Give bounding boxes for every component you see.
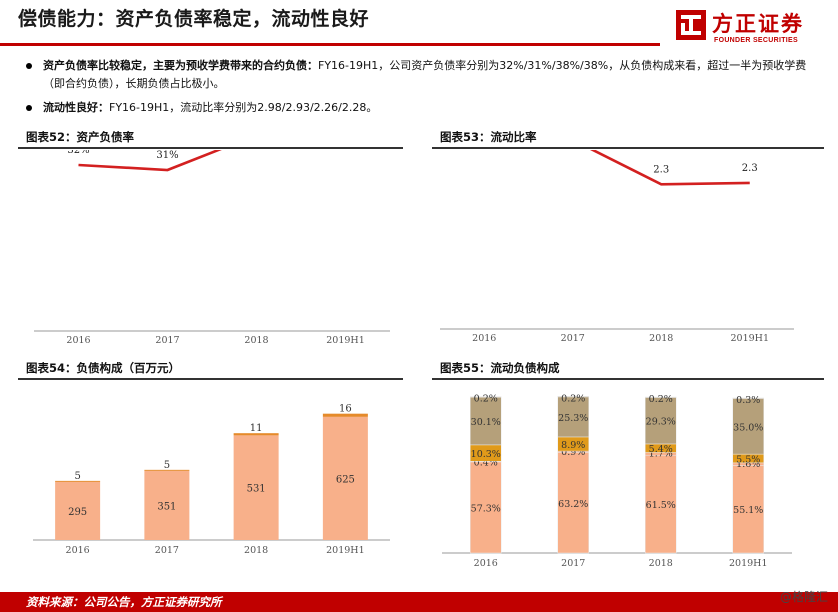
bar-segment xyxy=(645,396,677,398)
data-label: 29.3% xyxy=(646,417,676,428)
bar-segment xyxy=(470,396,502,398)
data-label: 0.3% xyxy=(736,395,760,406)
data-label: 31% xyxy=(156,150,178,161)
bar-segment xyxy=(732,398,764,455)
data-label: 1.6% xyxy=(736,459,760,470)
bar-segment xyxy=(645,397,677,445)
chart-52-title: 图表52：资产负债率 xyxy=(26,130,135,144)
x-tick-label: 2018 xyxy=(649,333,673,344)
data-label: 0.2% xyxy=(474,394,498,405)
data-label: 5.4% xyxy=(649,444,673,455)
bullet-bold-text: 流动性良好： xyxy=(43,101,109,114)
bar-segment xyxy=(557,452,589,554)
data-label: 5.5% xyxy=(736,454,760,465)
bar-segment xyxy=(732,397,764,399)
data-label: 625 xyxy=(336,474,355,485)
logo-chinese-text: 方正证券 xyxy=(712,12,804,36)
x-tick-label: 2018 xyxy=(244,335,268,346)
x-tick-label: 2019H1 xyxy=(730,333,769,344)
data-label: 0.2% xyxy=(561,393,585,404)
x-tick-label: 2019H1 xyxy=(326,545,365,556)
bar-segment xyxy=(557,396,589,438)
chart-54-title: 图表54：负债构成（百万元） xyxy=(26,361,181,375)
x-tick-label: 2019H1 xyxy=(729,558,768,569)
bar-segment xyxy=(55,481,101,540)
bar-segment xyxy=(732,465,764,554)
data-label: 10.3% xyxy=(471,449,501,460)
data-label: 0.2% xyxy=(649,394,673,405)
x-tick-label: 2017 xyxy=(155,335,179,346)
data-label: 2.3 xyxy=(742,163,758,174)
series-line xyxy=(590,150,750,186)
bar-segment xyxy=(233,435,279,540)
chart-55-title-rule xyxy=(432,378,824,380)
data-label: 25.3% xyxy=(558,413,588,424)
x-tick-label: 2019H1 xyxy=(326,335,365,346)
x-tick-label: 2018 xyxy=(649,558,673,569)
chart-53-title-rule xyxy=(432,147,824,149)
bar-segment xyxy=(144,470,190,540)
founder-logo-icon xyxy=(676,10,706,40)
data-label: 55.1% xyxy=(733,505,763,516)
bullet-dot-icon xyxy=(26,105,32,111)
bullet-body-text: FY16-19H1，公司资产负债率分别为32%/31%/38%/38%，从负债构… xyxy=(43,59,807,90)
data-label: 295 xyxy=(68,507,87,518)
bar-segment xyxy=(470,396,502,446)
bar-segment xyxy=(55,480,101,482)
data-label: 61.5% xyxy=(646,500,676,511)
chart-55-title: 图表55：流动负债构成 xyxy=(440,361,560,375)
data-label: 1.7% xyxy=(649,449,673,460)
chart-53-title: 图表53：流动比率 xyxy=(440,130,537,144)
data-label: 0.4% xyxy=(474,457,498,468)
chart-54-title-rule xyxy=(18,378,403,380)
chart-55-current-liability-structure: 57.3% 0.4%10.3% 30.1% 0.2% 2016 63.2% 0.9%8.9%… xyxy=(442,393,792,569)
x-tick-label: 2017 xyxy=(561,558,585,569)
x-tick-label: 2016 xyxy=(472,333,496,344)
data-label: 57.3% xyxy=(471,503,501,514)
bar-segment xyxy=(557,396,589,398)
chart-52-title-rule xyxy=(18,147,403,149)
title-divider xyxy=(0,43,660,46)
bar-segment xyxy=(322,416,368,540)
x-tick-label: 2018 xyxy=(244,545,268,556)
x-tick-label: 2017 xyxy=(561,333,585,344)
logo-english-text: FOUNDER SECURITIES xyxy=(714,37,798,44)
brand-logo: 方正证券 FOUNDER SECURITIES xyxy=(676,8,826,48)
data-label: 5 xyxy=(74,471,80,482)
series-line xyxy=(78,150,222,172)
x-tick-label: 2016 xyxy=(66,545,90,556)
x-tick-label: 2016 xyxy=(474,558,498,569)
data-label: 0.9% xyxy=(561,447,585,458)
bullet-liquidity: 流动性良好：FY16-19H1，流动比率分别为2.98/2.93/2.26/2.… xyxy=(26,99,816,117)
watermark: @格隆汇 xyxy=(779,590,828,604)
bullet-dot-icon xyxy=(26,63,32,69)
footer-bar: 资料来源：公司公告，方正证券研究所 xyxy=(0,592,838,612)
x-tick-label: 2016 xyxy=(66,335,90,346)
page-title: 偿债能力：资产负债率稳定，流动性良好 xyxy=(18,8,370,30)
data-label: 11 xyxy=(250,423,263,434)
data-label: 30.1% xyxy=(471,417,501,428)
data-label: 531 xyxy=(247,484,266,495)
bullet-body-text: FY16-19H1，流动比率分别为2.98/2.93/2.26/2.28。 xyxy=(109,101,378,114)
bar-segment xyxy=(322,413,368,417)
bar-segment xyxy=(233,433,279,436)
source-note: 资料来源：公司公告，方正证券研究所 xyxy=(26,595,222,609)
x-tick-label: 2017 xyxy=(155,545,179,556)
data-label: 32% xyxy=(67,150,89,156)
data-label: 35.0% xyxy=(733,422,763,433)
data-label: 63.2% xyxy=(558,499,588,510)
chart-54-liability-structure: 295 5 2016 351 5 2017 531 11 2018 625 16 2019H1 xyxy=(33,404,390,556)
data-label: 351 xyxy=(157,501,176,512)
data-label: 16 xyxy=(339,404,352,415)
bar-segment xyxy=(144,469,190,471)
bullet-bold-text: 资产负债率比较稳定，主要为预收学费带来的合约负债： xyxy=(43,59,318,72)
bullet-debt-ratio: 资产负债率比较稳定，主要为预收学费带来的合约负债：FY16-19H1，公司资产负… xyxy=(26,57,816,93)
data-label: 5 xyxy=(164,460,170,471)
data-label: 2.3 xyxy=(653,164,669,175)
bar-segment xyxy=(645,454,677,554)
data-label: 8.9% xyxy=(561,440,585,451)
